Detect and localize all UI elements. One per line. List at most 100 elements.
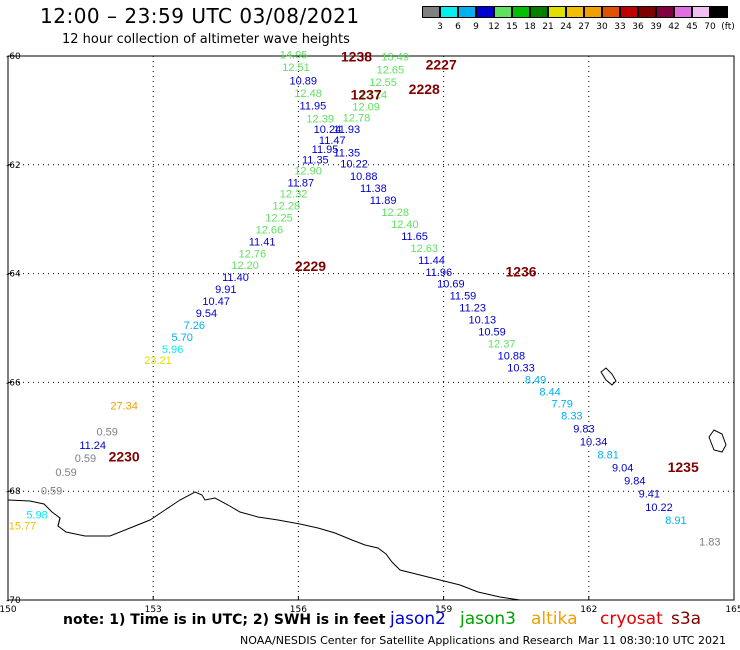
wave-height-value: 12.40 <box>391 219 419 231</box>
scale-swatch <box>710 6 728 18</box>
wave-height-value: 1.83 <box>699 537 720 549</box>
scale-swatch <box>620 6 638 18</box>
x-tick-label: 150 <box>0 605 17 615</box>
wave-height-value: 27.34 <box>110 401 138 413</box>
y-axis-labels: -60 -62 -64 -66 -68 -70 <box>6 52 21 606</box>
wave-height-value: 5.70 <box>172 332 193 344</box>
wave-height-value: 10.69 <box>437 279 465 291</box>
scale-label: 27 <box>578 22 590 32</box>
y-tick-label: -62 <box>6 161 21 171</box>
scale-label: 30 <box>596 22 608 32</box>
wave-height-value: 12.66 <box>256 224 284 236</box>
wave-height-value: 11.96 <box>425 267 452 279</box>
wave-height-value: 10.22 <box>340 159 368 171</box>
wave-height-value: 11.35 <box>333 148 360 160</box>
y-tick-label: -68 <box>6 487 21 497</box>
y-tick-label: -70 <box>6 596 21 606</box>
wave-height-value: 12.09 <box>352 101 380 113</box>
wave-height-value: 0.59 <box>55 467 76 479</box>
scale-swatch <box>476 6 494 18</box>
wave-height-value: 8.49 <box>525 374 546 386</box>
wave-height-value: 8.33 <box>561 410 582 422</box>
scale-label: 12 <box>488 22 500 32</box>
scale-swatch <box>530 6 548 18</box>
wave-height-value: 11.35 <box>302 155 329 167</box>
wave-height-value: 11.41 <box>249 236 276 248</box>
wave-height-value: 8.44 <box>539 386 560 398</box>
wave-height-value: 12.78 <box>343 112 371 124</box>
pass-time-label: 2229 <box>295 258 326 274</box>
wave-height-value: 12.32 <box>280 188 308 200</box>
x-tick-label: 156 <box>290 605 307 615</box>
wave-height-value: 11.40 <box>222 272 249 284</box>
wave-height-value: 7.79 <box>551 398 572 410</box>
x-axis-labels: 150 153 156 159 162 165 <box>0 605 740 615</box>
scale-label: 21 <box>542 22 554 32</box>
wave-height-value: 10.33 <box>507 363 535 375</box>
scale-swatch <box>440 6 458 18</box>
lat-lon-grid <box>8 56 734 600</box>
scale-label: 6 <box>455 22 461 32</box>
pass-time-label: 2230 <box>109 448 140 464</box>
scale-label: 45 <box>686 22 698 32</box>
wave-height-value: 23.21 <box>144 355 172 367</box>
x-tick-label: 162 <box>580 605 597 615</box>
scale-label: 42 <box>668 22 680 32</box>
scale-label: 70 <box>704 22 716 32</box>
pass-time-label: 1237 <box>351 87 382 103</box>
scale-label: 33 <box>614 22 626 32</box>
scale-swatch <box>674 6 692 18</box>
wave-height-value: 12.39 <box>306 113 334 125</box>
y-tick-label: -64 <box>6 270 21 280</box>
scale-swatch <box>692 6 710 18</box>
wave-height-value: 11.95 <box>300 100 327 112</box>
footer-note: note: 1) Time is in UTC; 2) SWH is in fe… <box>63 612 386 628</box>
wave-height-value: 12.48 <box>294 88 322 100</box>
pass-time-labels: 1238 2227 2228 1237 2229 1236 2230 1235 <box>109 48 699 475</box>
wave-height-value: 10.24 <box>314 124 342 136</box>
scale-label: 39 <box>650 22 662 32</box>
page-subtitle: 12 hour collection of altimeter wave hei… <box>62 32 350 47</box>
scale-swatch <box>656 6 674 18</box>
scale-swatch <box>458 6 476 18</box>
wave-height-value: 12.28 <box>273 200 301 212</box>
wave-height-value: 9.54 <box>196 308 217 320</box>
wave-height-value: 12.90 <box>294 166 322 178</box>
coastline-inlet <box>57 517 61 527</box>
scale-label: 3 <box>437 22 443 32</box>
map-frame <box>7 55 735 601</box>
wave-height-value: 10.34 <box>580 437 608 449</box>
wave-height-value: 7.26 <box>184 320 205 332</box>
wave-height-value: 8.91 <box>665 515 686 527</box>
wave-height-value: 11.89 <box>370 195 397 207</box>
wave-height-value: 5.96 <box>162 344 183 356</box>
wave-height-value: 9.83 <box>573 423 594 435</box>
page-title: 12:00 – 23:59 UTC 03/08/2021 <box>40 4 360 28</box>
wave-height-value: 12.51 <box>282 62 310 74</box>
wave-height-value: 13.49 <box>381 51 409 63</box>
wave-height-value: 12.63 <box>410 243 438 255</box>
wave-height-value: 11.47 <box>319 135 346 147</box>
scale-swatch <box>566 6 584 18</box>
pass-time-label: 1236 <box>505 263 536 279</box>
island-east-1 <box>600 367 617 386</box>
wave-height-value: 0.59 <box>75 453 96 465</box>
coastline <box>7 367 727 601</box>
wave-height-value: 11.93 <box>333 124 360 136</box>
scale-swatch <box>548 6 566 18</box>
wave-height-value: 12.55 <box>369 77 397 89</box>
scale-swatch <box>422 6 440 18</box>
y-tick-label: -66 <box>6 378 21 388</box>
wave-height-value: 11.38 <box>360 183 387 195</box>
wave-height-value: 10.88 <box>350 171 378 183</box>
wave-height-value: 15.77 <box>9 520 37 532</box>
axis-ticks <box>7 55 735 601</box>
wave-height-value: 12.37 <box>488 339 516 351</box>
legend-item-altika: altika <box>531 609 578 629</box>
wave-height-value: 11.95 <box>312 144 339 156</box>
wave-height-value: 12.28 <box>381 207 409 219</box>
wave-height-observations: 14.9512.5110.8912.4811.9512.3910.2411.47… <box>9 50 721 549</box>
x-tick-label: 159 <box>435 605 452 615</box>
wave-height-value: 10.88 <box>498 351 526 363</box>
legend-item-jason2: jason2 <box>390 609 446 629</box>
